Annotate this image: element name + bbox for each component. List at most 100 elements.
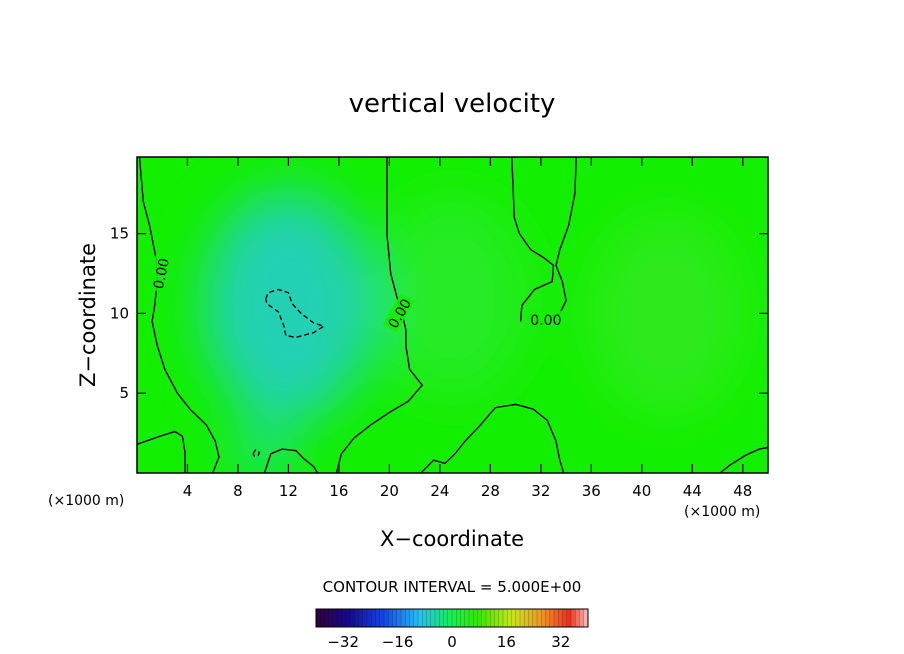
contour-label: 0.00 (530, 313, 561, 329)
colorbar-cell (456, 609, 461, 627)
x-unit-right: (×1000 m) (684, 504, 760, 520)
field-extremum (377, 197, 528, 398)
x-axis-label: X−coordinate (380, 527, 524, 551)
colorbar-cell (443, 609, 449, 627)
colorbar-cell (337, 609, 342, 627)
chart-title: vertical velocity (349, 89, 556, 119)
colorbar-cell (341, 609, 347, 627)
zero-contour-line (137, 430, 186, 473)
x-unit-left: (×1000 m) (48, 493, 124, 509)
colorbar-cell (324, 609, 330, 627)
colorbar-cell (520, 609, 525, 627)
plot-area (137, 157, 768, 473)
colorbar (315, 608, 589, 628)
colorbar-cell (579, 609, 585, 627)
colorbar-cell (571, 609, 576, 627)
zero-contour-line (263, 448, 319, 473)
x-tick-label: 44 (683, 482, 702, 500)
zero-contour-line (335, 157, 424, 473)
colorbar-cell (554, 609, 559, 627)
colorbar-cell (354, 609, 359, 627)
colorbar-cell (405, 609, 410, 627)
colorbar-cell (362, 609, 368, 627)
colorbar-tick-label: 32 (551, 633, 570, 651)
colorbar-cell (486, 609, 491, 627)
x-tick-label: 24 (430, 482, 449, 500)
plot-frame (136, 156, 769, 474)
colorbar-cell (537, 609, 542, 627)
colorbar-cell (396, 609, 402, 627)
negative-contour-line (252, 448, 261, 457)
colorbar-cell (562, 609, 568, 627)
x-tick-label: 16 (329, 482, 348, 500)
colorbar-cell (452, 609, 457, 627)
colorbar-cell (447, 609, 453, 627)
x-tick-label: 8 (233, 482, 243, 500)
colorbar-cell (532, 609, 538, 627)
x-tick-label: 12 (279, 482, 298, 500)
colorbar-cell (490, 609, 495, 627)
colorbar-cell (460, 609, 466, 627)
colorbar-cell (515, 609, 521, 627)
colorbar-cell (507, 609, 512, 627)
x-tick-label: 48 (733, 482, 752, 500)
colorbar-cell (345, 609, 351, 627)
colorbar-cell (388, 609, 393, 627)
colorbar-cell (494, 609, 500, 627)
negative-contour-line (265, 288, 326, 339)
colorbar-cell (333, 609, 338, 627)
x-axis: 4 8 12 16 20 24 28 32 36 40 44 48 (183, 157, 752, 500)
colorbar-cell (481, 609, 487, 627)
colorbar-tick-label: −16 (382, 633, 414, 651)
colorbar-cell (379, 609, 385, 627)
y-tick-label: 15 (110, 225, 129, 243)
colorbar-cell (422, 609, 427, 627)
colorbar-cell (413, 609, 419, 627)
field-extremum (203, 190, 374, 421)
colorbar-cell (541, 609, 546, 627)
colorbar-ticks: −32 −16 0 16 32 (327, 633, 570, 651)
contour-labels: 0.000.00 0.00 (148, 254, 564, 333)
zero-contour-line (719, 446, 768, 473)
contour-lines (137, 157, 768, 473)
colorbar-cell (549, 609, 555, 627)
y-tick-label: 5 (119, 384, 129, 402)
colorbar-cell (545, 609, 551, 627)
colorbar-cell (316, 609, 321, 627)
colorbar-cell (320, 609, 325, 627)
x-tick-label: 20 (380, 482, 399, 500)
field-extremum (233, 419, 294, 473)
colorbar-cell (469, 609, 474, 627)
zero-contour-line (511, 157, 555, 322)
x-tick-label: 40 (632, 482, 651, 500)
x-tick-label: 32 (531, 482, 550, 500)
colorbar-cell (511, 609, 517, 627)
colorbar-cell (358, 609, 364, 627)
zero-contour-line (138, 157, 220, 473)
colorbar-cell (371, 609, 376, 627)
y-tick-label: 10 (110, 304, 129, 322)
zero-contour-line (420, 403, 565, 473)
colorbar-cell (367, 609, 372, 627)
colorbar-tick-label: −32 (327, 633, 359, 651)
colorbar-cell (575, 609, 580, 627)
colorbar-cell (384, 609, 389, 627)
colorbar-cell (418, 609, 423, 627)
colorbar-cell (439, 609, 444, 627)
colorbar-cell (392, 609, 398, 627)
x-tick-label: 36 (582, 482, 601, 500)
colorbar-tick-label: 0 (447, 633, 457, 651)
colorbar-cell (401, 609, 406, 627)
contour-label: 0.00 (151, 257, 173, 291)
colorbar-cell (566, 609, 572, 627)
x-tick-label: 28 (481, 482, 500, 500)
y-axis: 5 10 15 (110, 225, 768, 402)
colorbar-cell (498, 609, 504, 627)
y-axis-label: Z−coordinate (76, 243, 100, 387)
colorbar-cell (528, 609, 534, 627)
colorbar-cell (558, 609, 563, 627)
colorbar-cell (583, 609, 589, 627)
colorbar-cell (430, 609, 436, 627)
field-extremum (592, 213, 743, 414)
